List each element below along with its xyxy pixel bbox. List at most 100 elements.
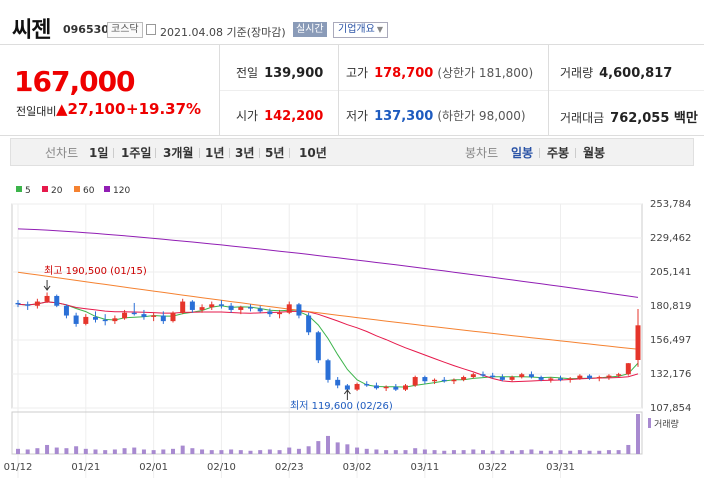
candle: [218, 304, 224, 306]
stock-code: 096530: [63, 23, 109, 36]
ma20-line: [17, 301, 639, 383]
line-chart-label[interactable]: 선차트: [45, 146, 79, 160]
volume-bar: [190, 448, 195, 454]
x-tick-label: 03/02: [343, 462, 372, 473]
company-info-dropdown[interactable]: 기업개요 ▼: [333, 22, 388, 38]
tab-weekly[interactable]: 주봉: [547, 146, 570, 160]
ma5-line: [17, 301, 639, 388]
volume-bar: [248, 450, 253, 454]
volume-bar: [74, 446, 79, 454]
candle: [267, 311, 273, 315]
candle: [441, 379, 447, 382]
open-price: 시가 142,200: [236, 109, 324, 124]
volume-bar: [209, 450, 214, 454]
change-value: ▲27,100: [56, 100, 126, 118]
volume-bar: [587, 450, 592, 454]
volume-bar: [171, 448, 175, 454]
volume-bar: [132, 447, 137, 454]
candle: [470, 374, 476, 378]
candle: [122, 312, 128, 319]
day-high: 고가 178,700 (상한가 181,800): [346, 66, 534, 81]
volume-bar: [636, 414, 640, 454]
x-tick-label: 02/01: [139, 462, 168, 473]
candle: [296, 304, 302, 316]
candle: [83, 316, 89, 324]
candle: [354, 384, 360, 390]
volume-bar: [219, 450, 224, 454]
y-tick-label: 253,784: [650, 199, 691, 210]
volume-bar: [481, 450, 485, 454]
candle: [209, 304, 215, 308]
legend-swatch-ma120: [104, 186, 110, 192]
candle: [160, 315, 166, 322]
legend-ma60: 60: [74, 186, 94, 196]
volume-bar: [83, 448, 88, 454]
chart-tabs: 선차트 1일 1주일 3개월 1년 3년 5년 10년 봉차트 일봉 주봉 월봉: [10, 138, 694, 166]
candle: [73, 315, 79, 324]
stock-chart[interactable]: 253,784 229,462 205,141 180,819 156,497 132,1…: [0, 196, 704, 482]
candle: [490, 375, 496, 378]
x-tick-label: 01/12: [4, 462, 33, 473]
tab-1y[interactable]: 1년: [205, 146, 225, 160]
x-tick-label: 02/23: [275, 462, 304, 473]
candle: [616, 374, 622, 376]
candle: [528, 374, 534, 378]
calendar-icon: [146, 24, 156, 35]
volume-legend-swatch: [648, 418, 651, 428]
volume-bar: [54, 447, 59, 454]
volume-bar: [471, 449, 476, 454]
legend-ma120: 120: [104, 186, 130, 196]
candle: [151, 315, 157, 317]
tab-1d[interactable]: 1일: [89, 146, 109, 160]
tab-1w[interactable]: 1주일: [121, 146, 152, 160]
ma120-line: [17, 228, 639, 298]
volume-bar: [141, 449, 146, 454]
y-tick-label: 229,462: [650, 233, 691, 244]
low-annotation: 최저 119,600 (02/26): [290, 400, 393, 412]
volume-bar: [451, 450, 456, 454]
volume-bar: [45, 444, 50, 454]
volume-bar: [558, 450, 563, 454]
volume-bar: [122, 448, 127, 454]
candle: [403, 385, 408, 390]
candle: [306, 315, 312, 333]
y-tick-label: 205,141: [650, 267, 691, 278]
candle: [180, 301, 186, 313]
candle-chart-label: 봉차트: [465, 146, 499, 160]
tab-10y[interactable]: 10년: [299, 146, 327, 160]
volume-bar: [277, 450, 282, 454]
tab-3y[interactable]: 3년: [235, 146, 255, 160]
company-info-label: 기업개요: [338, 24, 375, 35]
volume-bar: [519, 450, 524, 454]
tab-monthly[interactable]: 월봉: [583, 146, 606, 160]
volume-bar: [568, 450, 573, 454]
volume-bar: [326, 435, 330, 454]
candle: [412, 377, 418, 386]
candle: [54, 295, 60, 306]
candle: [112, 318, 118, 322]
candle: [63, 305, 69, 316]
candle: [432, 379, 438, 382]
x-tick-label: 03/22: [478, 462, 507, 473]
candle: [393, 386, 399, 390]
tab-3m[interactable]: 3개월: [163, 146, 194, 160]
candle: [141, 314, 147, 317]
candle: [519, 374, 525, 378]
volume-bar: [355, 447, 360, 454]
volume-bar: [606, 450, 611, 454]
tab-5y[interactable]: 5년: [265, 146, 285, 160]
x-tick-label: 01/21: [71, 462, 100, 473]
realtime-button[interactable]: 실시간: [293, 22, 327, 37]
y-tick-label: 107,854: [650, 403, 691, 414]
candle: [364, 384, 370, 386]
volume-bar: [626, 444, 631, 454]
candle: [277, 312, 283, 315]
volume-bar: [422, 449, 427, 454]
candle: [577, 375, 583, 379]
candle: [499, 377, 505, 380]
candle: [625, 363, 631, 375]
tab-daily[interactable]: 일봉: [511, 146, 534, 160]
change-label: 전일대비: [16, 105, 57, 118]
volume-bar: [548, 450, 553, 454]
volume-bar: [374, 449, 379, 454]
